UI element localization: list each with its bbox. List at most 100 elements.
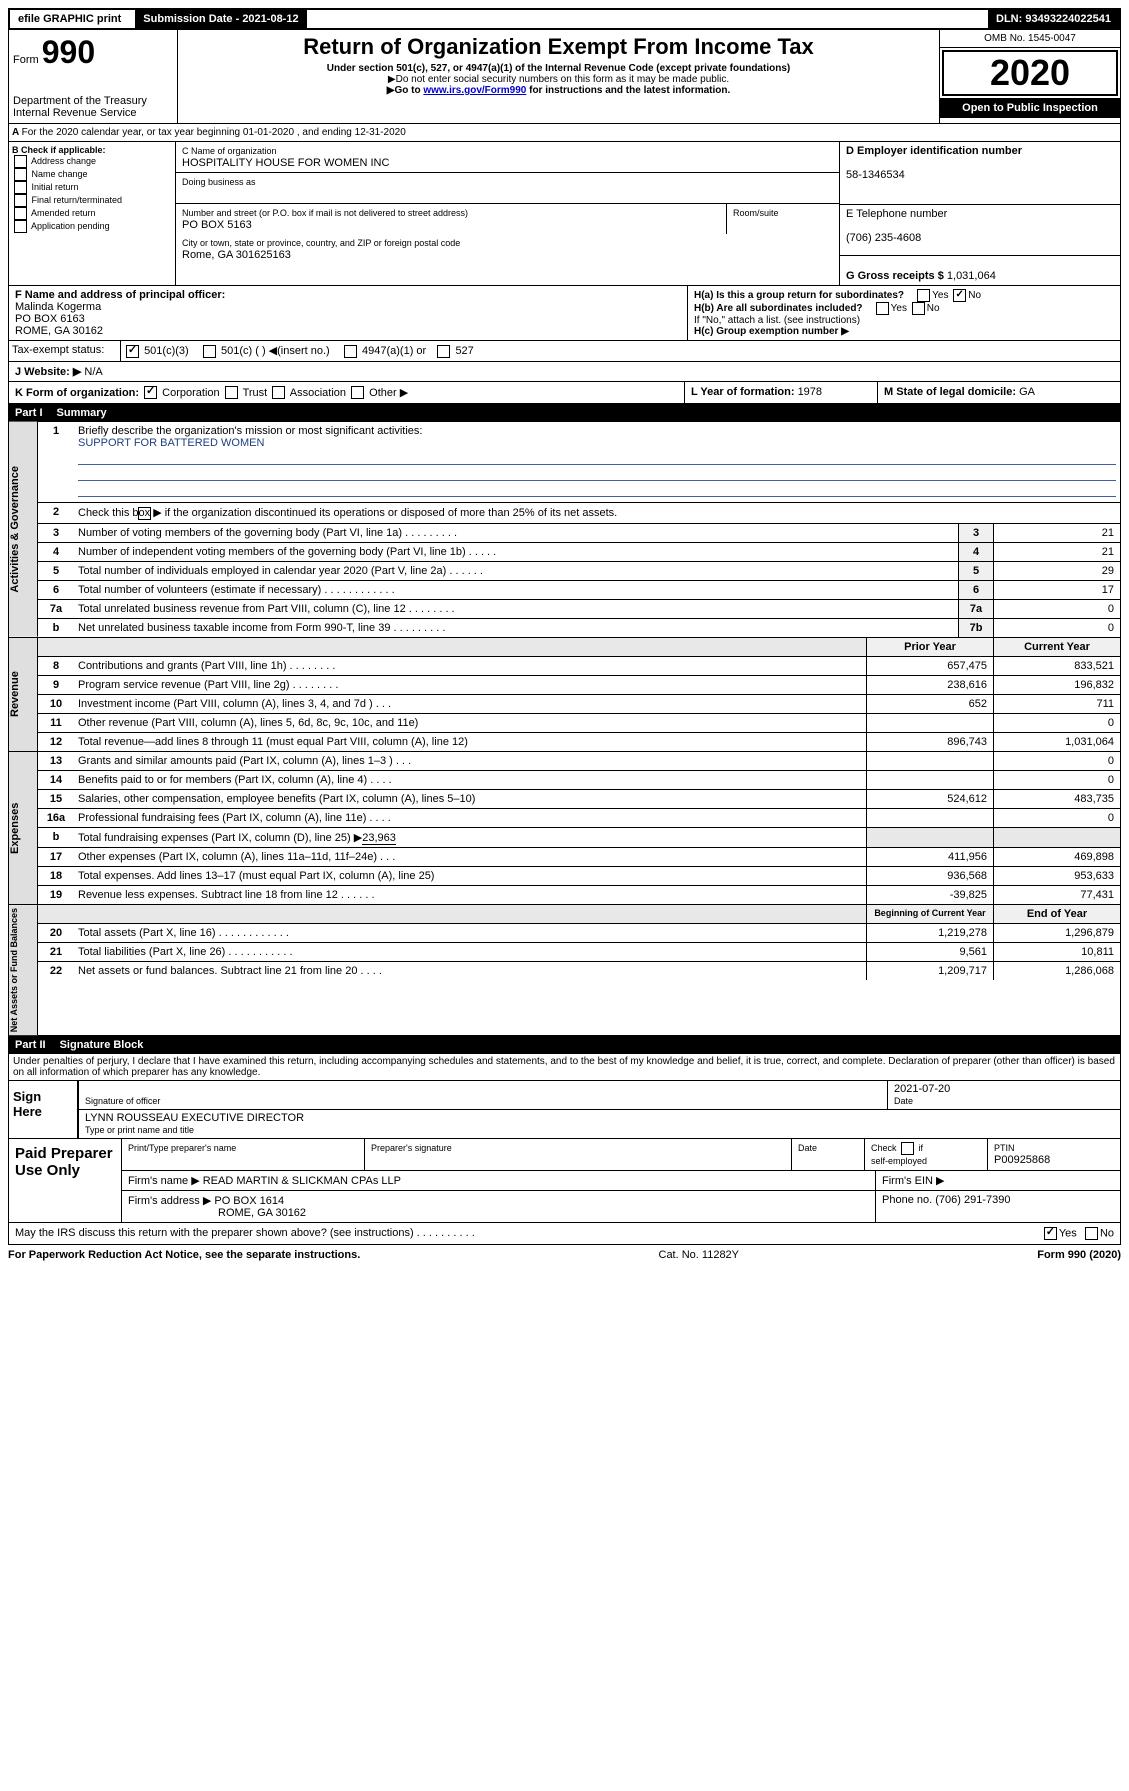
return-title: Return of Organization Exempt From Incom… xyxy=(182,34,935,60)
row-tax-exempt: Tax-exempt status: 501(c)(3) 501(c) ( ) … xyxy=(8,341,1121,362)
officer-name: Malinda Kogerma xyxy=(15,301,101,313)
section-fh: F Name and address of principal officer:… xyxy=(8,286,1121,341)
4947-check[interactable] xyxy=(344,345,357,358)
sign-here: Sign Here xyxy=(9,1081,77,1138)
amended-check[interactable] xyxy=(14,207,27,220)
cat-no: Cat. No. 11282Y xyxy=(360,1249,1037,1261)
row-a: A For the 2020 calendar year, or tax yea… xyxy=(8,124,1121,142)
dba-label: Doing business as xyxy=(182,177,256,187)
phone: (706) 235-4608 xyxy=(846,232,921,244)
prior-head: Prior Year xyxy=(866,638,993,656)
mission: SUPPORT FOR BATTERED WOMEN xyxy=(78,437,264,449)
firm-name: READ MARTIN & SLICKMAN CPAs LLP xyxy=(203,1175,401,1187)
v7b: 0 xyxy=(993,619,1120,637)
firm-addr2: ROME, GA 30162 xyxy=(218,1207,306,1219)
form990-link[interactable]: www.irs.gov/Form990 xyxy=(423,85,526,96)
expenses: Expenses 13Grants and similar amounts pa… xyxy=(8,752,1121,905)
org-name-label: C Name of organization xyxy=(182,146,277,156)
revenue: Revenue Prior YearCurrent Year 8Contribu… xyxy=(8,638,1121,752)
ptin: P00925868 xyxy=(994,1154,1050,1166)
efile-label[interactable]: efile GRAPHIC print xyxy=(10,10,129,28)
ha-no[interactable] xyxy=(953,289,966,302)
discontinued-check[interactable] xyxy=(138,507,151,520)
q1: Briefly describe the organization's miss… xyxy=(78,425,422,437)
ein: 58-1346534 xyxy=(846,169,905,181)
ha-yes[interactable] xyxy=(917,289,930,302)
hb-no[interactable] xyxy=(912,302,925,315)
final-return-check[interactable] xyxy=(14,194,27,207)
phone-label: E Telephone number xyxy=(846,208,947,220)
tax-exempt-label: Tax-exempt status: xyxy=(9,341,121,361)
self-employed-check[interactable] xyxy=(901,1142,914,1155)
sig-name: LYNN ROUSSEAU EXECUTIVE DIRECTOR xyxy=(85,1112,304,1124)
top-bar: efile GRAPHIC print Submission Date - 20… xyxy=(8,8,1121,30)
side-rev: Revenue xyxy=(9,638,38,751)
discuss-row: May the IRS discuss this return with the… xyxy=(8,1223,1121,1245)
officer-label: F Name and address of principal officer: xyxy=(15,289,225,301)
city-label: City or town, state or province, country… xyxy=(182,238,460,248)
curr-head: Current Year xyxy=(993,638,1120,656)
addr-change-check[interactable] xyxy=(14,155,27,168)
section-c: C Name of organization HOSPITALITY HOUSE… xyxy=(176,142,839,285)
fundraising-total: 23,963 xyxy=(362,832,396,845)
section-bcd: B Check if applicable: Address change Na… xyxy=(8,142,1121,286)
activities-governance: Activities & Governance 1 Briefly descri… xyxy=(8,422,1121,638)
room-label: Room/suite xyxy=(733,208,779,218)
officer-addr1: PO BOX 6163 xyxy=(15,313,85,325)
form-label: Form xyxy=(13,54,39,66)
paid-preparer: Paid Preparer Use Only Print/Type prepar… xyxy=(8,1139,1121,1223)
dln: DLN: 93493224022541 xyxy=(988,10,1119,28)
initial-return-check[interactable] xyxy=(14,181,27,194)
other-check[interactable] xyxy=(351,386,364,399)
form-990: 990 xyxy=(42,34,95,70)
501c-check[interactable] xyxy=(203,345,216,358)
submission-date: Submission Date - 2021-08-12 xyxy=(135,10,306,28)
city: Rome, GA 301625163 xyxy=(182,249,291,261)
addr-label: Number and street (or P.O. box if mail i… xyxy=(182,208,468,218)
year-formation: 1978 xyxy=(798,386,822,398)
paid-label: Paid Preparer Use Only xyxy=(9,1139,121,1222)
q2: Check this box ▶ if the organization dis… xyxy=(74,503,1120,523)
domicile: GA xyxy=(1019,386,1035,398)
v7a: 0 xyxy=(993,600,1120,618)
discuss-no[interactable] xyxy=(1085,1227,1098,1240)
under-section: Under section 501(c), 527, or 4947(a)(1)… xyxy=(182,63,935,74)
row-klm: K Form of organization: Corporation Trus… xyxy=(8,382,1121,405)
end-head: End of Year xyxy=(993,905,1120,923)
gross-receipts: 1,031,064 xyxy=(947,270,996,282)
527-check[interactable] xyxy=(437,345,450,358)
v3: 21 xyxy=(993,524,1120,542)
part2-header: Part IISignature Block xyxy=(8,1036,1121,1054)
hb: H(b) Are all subordinates included? Yes … xyxy=(694,302,1114,315)
declaration: Under penalties of perjury, I declare th… xyxy=(8,1054,1121,1081)
ha: H(a) Is this a group return for subordin… xyxy=(694,289,1114,302)
v6: 17 xyxy=(993,581,1120,599)
sig-date: 2021-07-20 xyxy=(894,1083,950,1095)
trust-check[interactable] xyxy=(225,386,238,399)
hb-yes[interactable] xyxy=(876,302,889,315)
side-na: Net Assets or Fund Balances xyxy=(9,905,38,1035)
website-val: N/A xyxy=(84,366,102,378)
firm-phone: (706) 291-7390 xyxy=(935,1194,1010,1206)
side-ag: Activities & Governance xyxy=(9,422,38,637)
firm-addr1: PO BOX 1614 xyxy=(214,1195,284,1207)
sign-here-block: Sign Here Signature of officer 2021-07-2… xyxy=(8,1081,1121,1139)
beg-head: Beginning of Current Year xyxy=(866,905,993,923)
assoc-check[interactable] xyxy=(272,386,285,399)
501c3-check[interactable] xyxy=(126,345,139,358)
corp-check[interactable] xyxy=(144,386,157,399)
open-public: Open to Public Inspection xyxy=(940,98,1120,118)
side-exp: Expenses xyxy=(9,752,38,904)
ein-label: D Employer identification number xyxy=(846,145,1022,157)
app-pending-check[interactable] xyxy=(14,220,27,233)
irs: Internal Revenue Service xyxy=(13,107,173,119)
form-version: Form 990 (2020) xyxy=(1037,1249,1121,1261)
section-d: D Employer identification number 58-1346… xyxy=(839,142,1120,285)
name-change-check[interactable] xyxy=(14,168,27,181)
v4: 21 xyxy=(993,543,1120,561)
row-website: J Website: ▶ N/A xyxy=(8,362,1121,382)
hc: H(c) Group exemption number ▶ xyxy=(694,326,1114,337)
discuss-yes[interactable] xyxy=(1044,1227,1057,1240)
dept-treasury: Department of the Treasury xyxy=(13,95,173,107)
po-box: PO BOX 5163 xyxy=(182,219,252,231)
